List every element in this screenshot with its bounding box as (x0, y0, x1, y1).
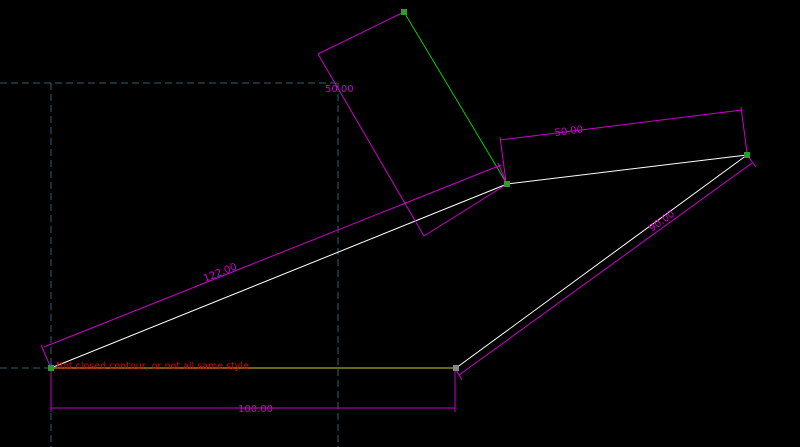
contour-segment-long[interactable] (50, 183, 508, 369)
dimension-122[interactable] (40, 162, 508, 369)
contour-segment-right[interactable] (455, 154, 748, 369)
dim-50t-ext-left (499, 136, 507, 183)
selected-segment[interactable] (403, 11, 508, 185)
dimension-50-top[interactable] (499, 106, 748, 183)
dimension-50-slanted[interactable] (317, 11, 508, 237)
vertex-handle-right[interactable] (744, 152, 750, 158)
contour-segment-top[interactable] (506, 154, 748, 185)
dim-122-ext-left (40, 344, 52, 369)
vertex-handle-middle[interactable] (504, 181, 510, 187)
dimension-labels: 122.00 50.00 50.00 90.00 100.00 (202, 84, 677, 415)
dim-50-top-label: 50.00 (554, 125, 584, 139)
dim-90-line (458, 162, 753, 376)
dim-90-label: 90.00 (647, 209, 677, 235)
dim-50s-line (317, 53, 425, 237)
contour[interactable] (50, 154, 748, 369)
vertex-handle-bottom-right[interactable] (453, 365, 459, 371)
contour-warning-message: Not closed contour, or not all same styl… (56, 361, 249, 372)
dim-50-slanted-label: 50.00 (325, 84, 354, 95)
dim-122-label: 122.00 (202, 262, 239, 285)
vertex-handles[interactable] (48, 9, 750, 371)
dim-50t-line (499, 109, 743, 141)
dim-100-label: 100.00 (238, 404, 273, 415)
dim-122-line (43, 164, 502, 348)
dim-50s-ext-bottom (423, 183, 508, 237)
dim-50s-ext-top (317, 11, 405, 55)
vertex-handle-top[interactable] (401, 9, 407, 15)
dim-50t-ext-right (740, 106, 748, 154)
vertex-handle-bottom-left[interactable] (48, 365, 54, 371)
dimension-100[interactable] (50, 368, 456, 412)
